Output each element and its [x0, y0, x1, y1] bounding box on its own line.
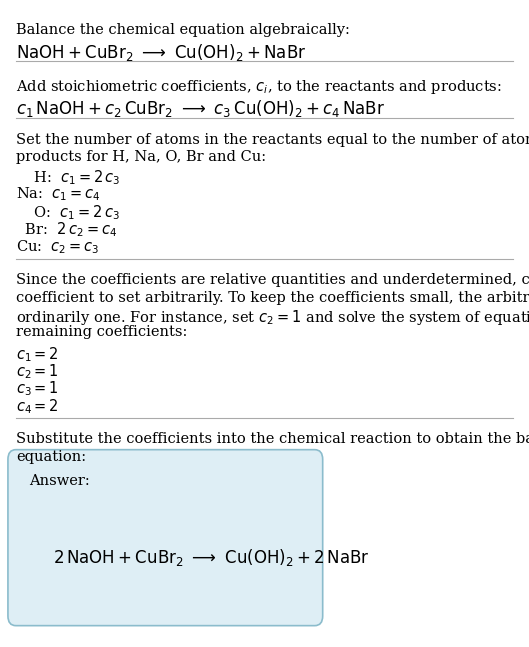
Text: Answer:: Answer: — [29, 474, 90, 488]
Text: $\mathrm{NaOH + CuBr_2 \ \longrightarrow \ Cu(OH)_2 + NaBr}$: $\mathrm{NaOH + CuBr_2 \ \longrightarrow… — [16, 42, 306, 63]
Text: Since the coefficients are relative quantities and underdetermined, choose a: Since the coefficients are relative quan… — [16, 273, 529, 287]
Text: O:  $c_1 = 2\,c_3$: O: $c_1 = 2\,c_3$ — [24, 203, 120, 222]
Text: Br:  $2\,c_2 = c_4$: Br: $2\,c_2 = c_4$ — [20, 221, 117, 239]
Text: $c_1 = 2$: $c_1 = 2$ — [16, 345, 59, 364]
Text: equation:: equation: — [16, 450, 86, 464]
Text: Set the number of atoms in the reactants equal to the number of atoms in the: Set the number of atoms in the reactants… — [16, 133, 529, 147]
Text: $c_2 = 1$: $c_2 = 1$ — [16, 362, 59, 381]
Text: Substitute the coefficients into the chemical reaction to obtain the balanced: Substitute the coefficients into the che… — [16, 432, 529, 446]
Text: $c_4 = 2$: $c_4 = 2$ — [16, 397, 59, 416]
FancyBboxPatch shape — [8, 450, 323, 626]
Text: $2\,\mathrm{NaOH} + \mathrm{CuBr_2} \ \longrightarrow \ \mathrm{Cu(OH)_2} + 2\,\: $2\,\mathrm{NaOH} + \mathrm{CuBr_2} \ \l… — [53, 547, 370, 567]
Text: $c_3 = 1$: $c_3 = 1$ — [16, 380, 59, 399]
Text: products for H, Na, O, Br and Cu:: products for H, Na, O, Br and Cu: — [16, 150, 266, 164]
Text: $c_1\,\mathrm{NaOH} + c_2\,\mathrm{CuBr_2} \ \longrightarrow \ c_3\,\mathrm{Cu(O: $c_1\,\mathrm{NaOH} + c_2\,\mathrm{CuBr_… — [16, 98, 385, 119]
Text: Cu:  $c_2 = c_3$: Cu: $c_2 = c_3$ — [16, 238, 99, 256]
Text: Add stoichiometric coefficients, $c_i$, to the reactants and products:: Add stoichiometric coefficients, $c_i$, … — [16, 78, 501, 96]
Text: Na:  $c_1 = c_4$: Na: $c_1 = c_4$ — [16, 186, 101, 203]
Text: coefficient to set arbitrarily. To keep the coefficients small, the arbitrary va: coefficient to set arbitrarily. To keep … — [16, 291, 529, 305]
Text: Balance the chemical equation algebraically:: Balance the chemical equation algebraica… — [16, 23, 350, 37]
Text: remaining coefficients:: remaining coefficients: — [16, 325, 187, 340]
Text: H:  $c_1 = 2\,c_3$: H: $c_1 = 2\,c_3$ — [24, 168, 121, 187]
Text: ordinarily one. For instance, set $c_2 = 1$ and solve the system of equations fo: ordinarily one. For instance, set $c_2 =… — [16, 308, 529, 327]
